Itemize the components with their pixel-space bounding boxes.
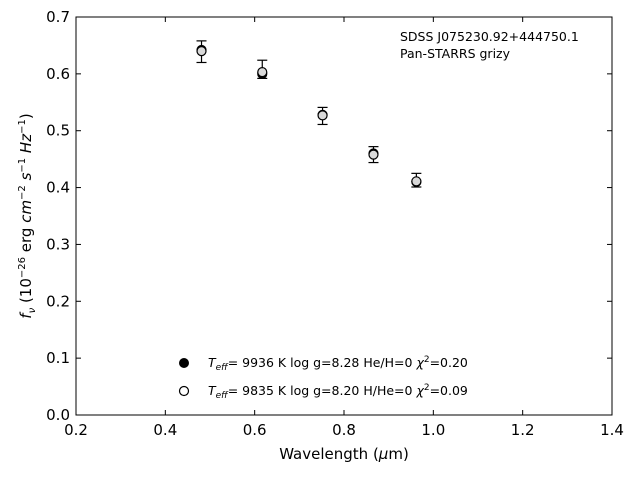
error-bars xyxy=(196,40,422,188)
open-point xyxy=(257,67,268,78)
legend-marker-open xyxy=(178,385,190,397)
y-tick-label: 0.3 xyxy=(46,235,70,253)
legend-marker-filled xyxy=(179,358,189,368)
open-point xyxy=(196,46,207,57)
y-tick-label: 0.7 xyxy=(46,8,70,26)
x-tick-label: 1.2 xyxy=(511,421,535,439)
x-axis-label: Wavelength (μm) xyxy=(279,445,409,463)
y-tick-label: 0.4 xyxy=(46,179,70,197)
x-tick-label: 0.6 xyxy=(243,421,267,439)
x-tick-label: 0.8 xyxy=(332,421,356,439)
y-tick-label: 0.6 xyxy=(46,65,70,83)
data-points xyxy=(196,44,422,187)
x-tick-label: 0.2 xyxy=(64,421,88,439)
x-tick-label: 0.4 xyxy=(153,421,177,439)
y-tick-label: 0.2 xyxy=(46,292,70,310)
x-tick-label: 1.0 xyxy=(421,421,445,439)
open-point xyxy=(368,149,379,160)
legend-label-open: Teff= 9835 K log g=8.20 H/He=0 χ2=0.09 xyxy=(208,383,468,401)
annotation-survey: Pan-STARRS grizy xyxy=(400,46,511,61)
y-tick-label: 0.5 xyxy=(46,122,70,140)
tick-marks xyxy=(75,16,613,416)
open-point xyxy=(411,176,422,187)
legend-label-filled: Teff= 9936 K log g=8.28 He/H=0 χ2=0.20 xyxy=(208,355,468,373)
annotation-object-name: SDSS J075230.92+444750.1 xyxy=(400,29,579,44)
y-axis-label: fν (10−26 erg cm−2 s−1 Hz−1) xyxy=(17,113,38,318)
y-tick-labels: 0.0 0.1 0.2 0.3 0.4 0.5 0.6 0.7 xyxy=(46,8,70,424)
y-tick-label: 0.1 xyxy=(46,349,70,367)
x-tick-labels: 0.2 0.4 0.6 0.8 1.0 1.2 1.4 xyxy=(64,421,624,439)
legend: Teff= 9936 K log g=8.28 He/H=0 χ2=0.20 T… xyxy=(178,355,468,401)
y-tick-label: 0.0 xyxy=(46,406,70,424)
x-tick-label: 1.4 xyxy=(600,421,624,439)
open-point xyxy=(317,110,328,121)
